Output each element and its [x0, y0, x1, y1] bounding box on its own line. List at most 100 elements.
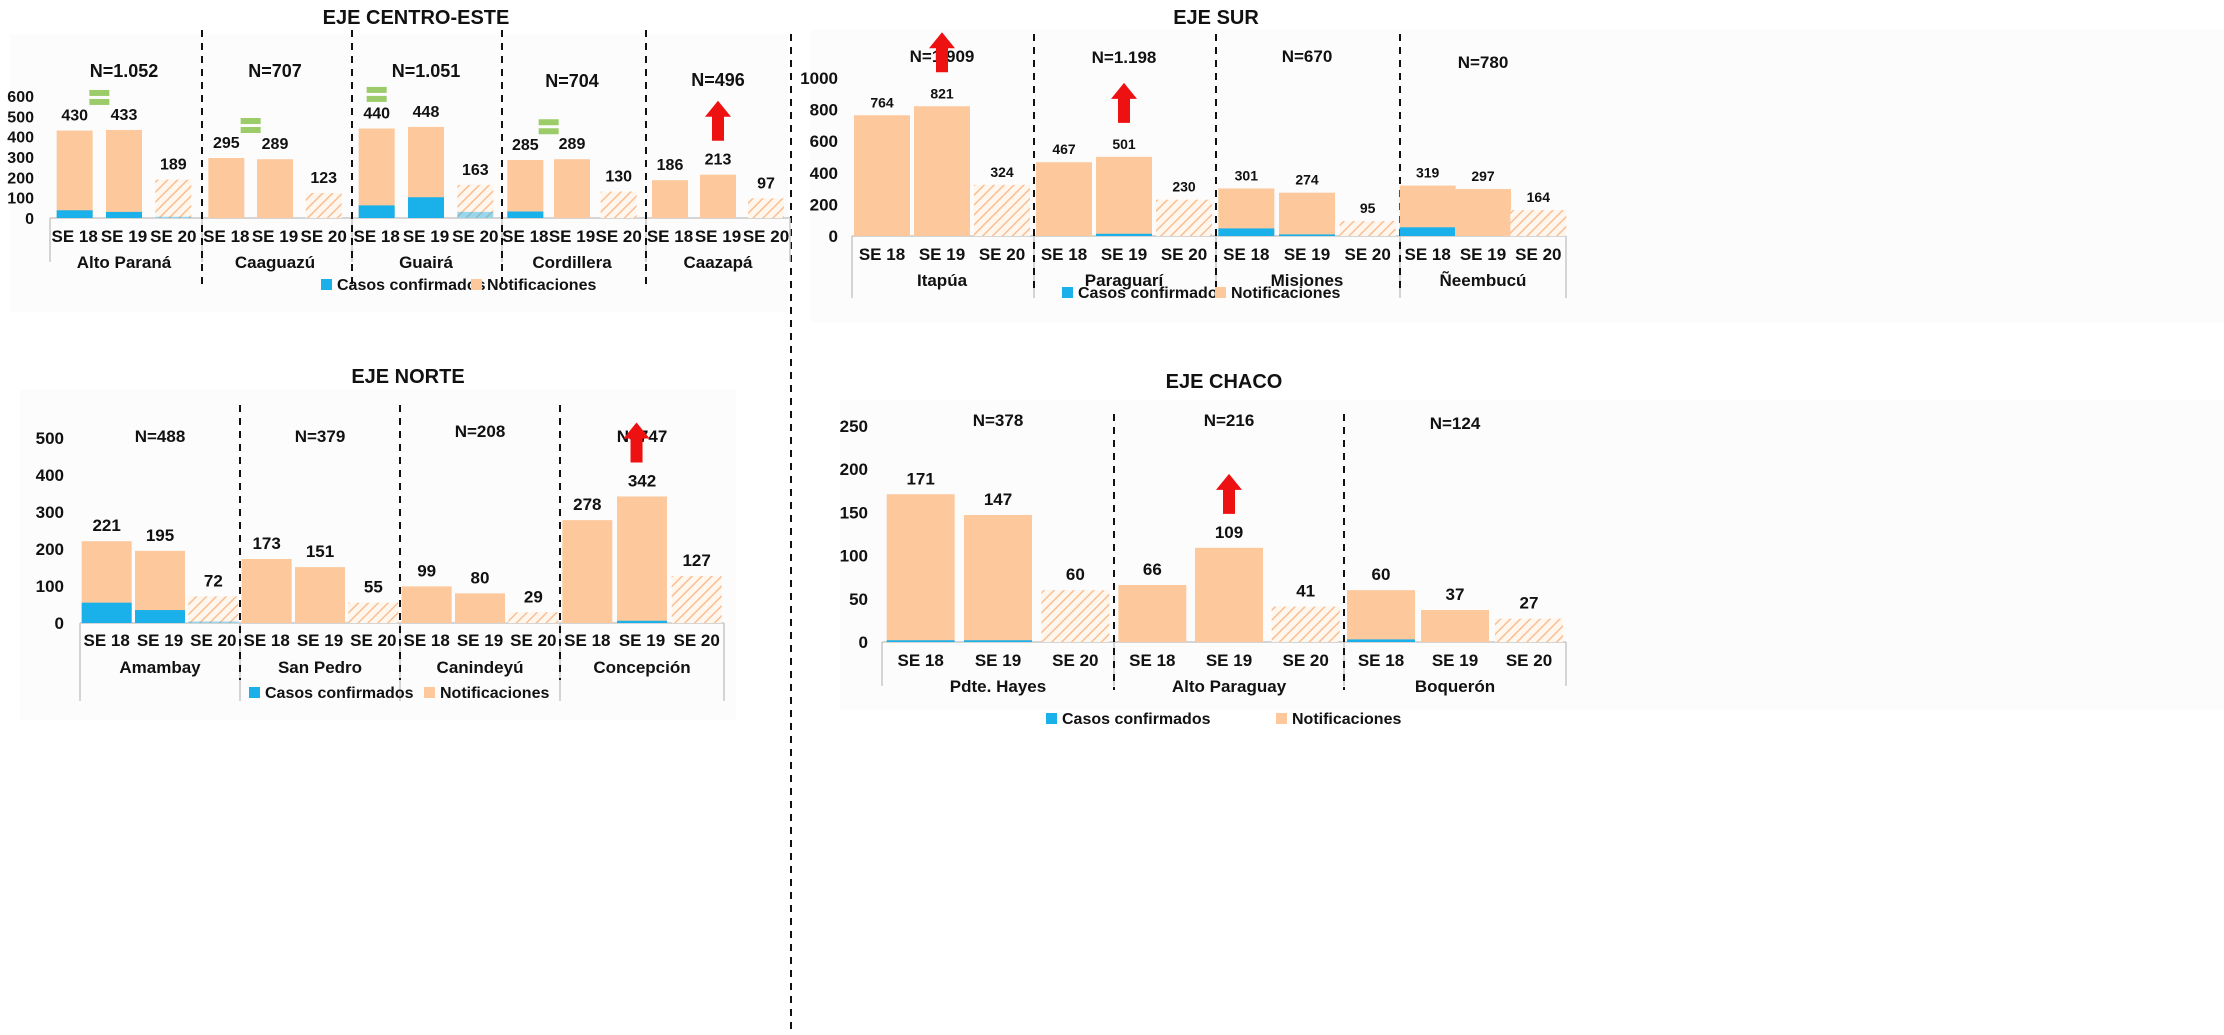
bar-notifications [914, 106, 970, 236]
group-name: Misiones [1271, 271, 1344, 290]
stable-equal-icon-bar2 [366, 95, 387, 102]
x-tick-label: SE 19 [1432, 651, 1478, 670]
legend-swatch-notifications [471, 279, 482, 290]
bar-notifications [554, 159, 590, 218]
bar-notifications [455, 593, 505, 623]
bar-value-label: 324 [990, 164, 1014, 180]
bar-value-label: 95 [1360, 200, 1376, 216]
bar-notifications [700, 174, 736, 218]
y-tick-label: 200 [840, 460, 868, 479]
bar-confirmed [106, 211, 142, 218]
increase-arrow-icon [705, 100, 731, 141]
x-tick-label: SE 20 [1052, 651, 1098, 670]
bar-value-label: 295 [213, 135, 240, 152]
bar-notifications [1036, 162, 1092, 236]
bar-notifications [600, 191, 637, 218]
group-3: N=704 285 SE 18 289 SE 19 130 SE 20 Cordillera [501, 30, 642, 290]
group-name: Ñeembucú [1440, 270, 1527, 290]
bar-value-label: 289 [559, 136, 586, 153]
chart-0: EJE CENTRO-ESTE 0 100 200 300 400 500 600 N=1.05… [7, 7, 791, 294]
bar-notifications [208, 158, 245, 218]
bar-value-label: 821 [930, 85, 954, 101]
x-tick-label: SE 19 [137, 631, 183, 650]
x-tick-label: SE 20 [979, 245, 1025, 264]
x-tick-label: SE 18 [1223, 245, 1269, 264]
bar-value-label: 173 [252, 534, 280, 553]
legend-label-notifications: Notificaciones [487, 277, 596, 294]
bar-value-label: 151 [306, 542, 334, 561]
bar-confirmed [1399, 227, 1456, 236]
bar-value-label: 289 [262, 136, 289, 153]
bar-value-label: 147 [984, 490, 1012, 509]
bar-notifications [155, 179, 192, 218]
stable-equal-icon [240, 118, 261, 125]
stable-equal-icon [538, 119, 559, 126]
stable-equal-icon-bar2 [538, 128, 559, 135]
x-tick-label: SE 19 [549, 227, 595, 246]
y-tick-label: 200 [810, 195, 838, 214]
x-tick-label: SE 20 [301, 227, 347, 246]
x-tick-label: SE 19 [1284, 245, 1330, 264]
bar-confirmed [81, 602, 132, 623]
x-tick-label: SE 19 [695, 227, 741, 246]
x-tick-label: SE 20 [452, 227, 498, 246]
chart-title: EJE NORTE [351, 366, 464, 388]
y-tick-label: 400 [7, 130, 34, 147]
y-tick-label: 600 [810, 132, 838, 151]
y-tick-label: 300 [7, 150, 34, 167]
bar-value-label: 189 [160, 157, 187, 174]
x-tick-label: SE 18 [898, 651, 944, 670]
stable-equal-icon [366, 86, 387, 93]
bar-value-label: 213 [705, 152, 732, 169]
bar-notifications [56, 130, 93, 218]
bar-confirmed [135, 610, 185, 623]
bar-value-label: 433 [111, 107, 138, 124]
bar-value-label: 97 [757, 175, 775, 192]
bar-notifications [348, 602, 399, 623]
panel-bg-3 [840, 400, 2224, 710]
bar-notifications [671, 576, 722, 623]
bar-value-label: 430 [61, 108, 88, 125]
y-tick-label: 0 [829, 227, 838, 246]
bar-value-label: 301 [1235, 167, 1259, 183]
stable-equal-icon-bar2 [89, 98, 110, 105]
bar-notifications [1339, 220, 1396, 236]
group-3: N=780 319 SE 18 297 SE 19 164 SE 20 Ñeembucú [1399, 34, 1567, 298]
x-tick-label: SE 19 [101, 227, 147, 246]
chart-2: EJE NORTE 0 100 200 300 400 500 N=488 221 SE 18 19… [36, 366, 725, 702]
bar-value-label: 501 [1112, 136, 1136, 152]
group-name: Caaguazú [235, 253, 315, 272]
legend-swatch-confirmed [1062, 287, 1073, 298]
increase-arrow-icon [623, 422, 650, 463]
bar-value-label: 55 [364, 578, 383, 597]
chart-title: EJE CHACO [1166, 371, 1283, 393]
group-n-label: N=124 [1430, 414, 1481, 433]
legend-swatch-confirmed [249, 687, 260, 698]
bar-confirmed [408, 197, 444, 218]
bar-value-label: 123 [310, 170, 337, 187]
y-tick-label: 100 [840, 547, 868, 566]
bar-confirmed [457, 211, 494, 218]
bar-notifications [188, 596, 239, 623]
x-tick-label: SE 20 [150, 227, 196, 246]
bar-value-label: 274 [1295, 172, 1319, 188]
bar-notifications [1041, 590, 1110, 642]
x-tick-label: SE 19 [297, 631, 343, 650]
bar-confirmed [1279, 234, 1335, 236]
bar-notifications [457, 184, 494, 218]
x-tick-label: SE 20 [1506, 651, 1552, 670]
bar-value-label: 171 [906, 469, 934, 488]
bar-confirmed [617, 620, 667, 623]
increase-arrow-icon [1216, 473, 1242, 514]
group-n-label: N=707 [248, 61, 302, 81]
x-tick-label: SE 19 [619, 631, 665, 650]
y-tick-label: 200 [36, 540, 64, 559]
bar-value-label: 342 [628, 471, 656, 490]
x-tick-label: SE 18 [1129, 651, 1175, 670]
x-tick-label: SE 18 [647, 227, 693, 246]
x-tick-label: SE 18 [1405, 245, 1451, 264]
bar-notifications [401, 586, 452, 623]
bar-notifications [1279, 192, 1335, 236]
group-name: Alto Paraguay [1172, 677, 1287, 696]
